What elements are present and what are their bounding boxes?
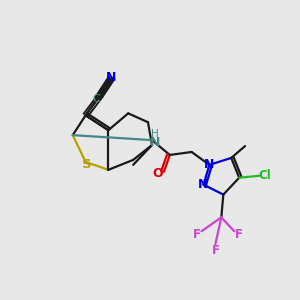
Text: Cl: Cl [259, 169, 271, 182]
Text: N: N [106, 71, 116, 84]
Text: F: F [212, 244, 219, 256]
Text: S: S [82, 158, 92, 171]
Text: O: O [153, 167, 163, 180]
Text: N: N [204, 158, 214, 171]
Text: N: N [150, 136, 160, 148]
Text: C: C [93, 94, 101, 104]
Text: F: F [193, 228, 201, 241]
Text: H: H [151, 129, 159, 139]
Text: F: F [235, 228, 243, 241]
Text: N: N [198, 178, 209, 191]
